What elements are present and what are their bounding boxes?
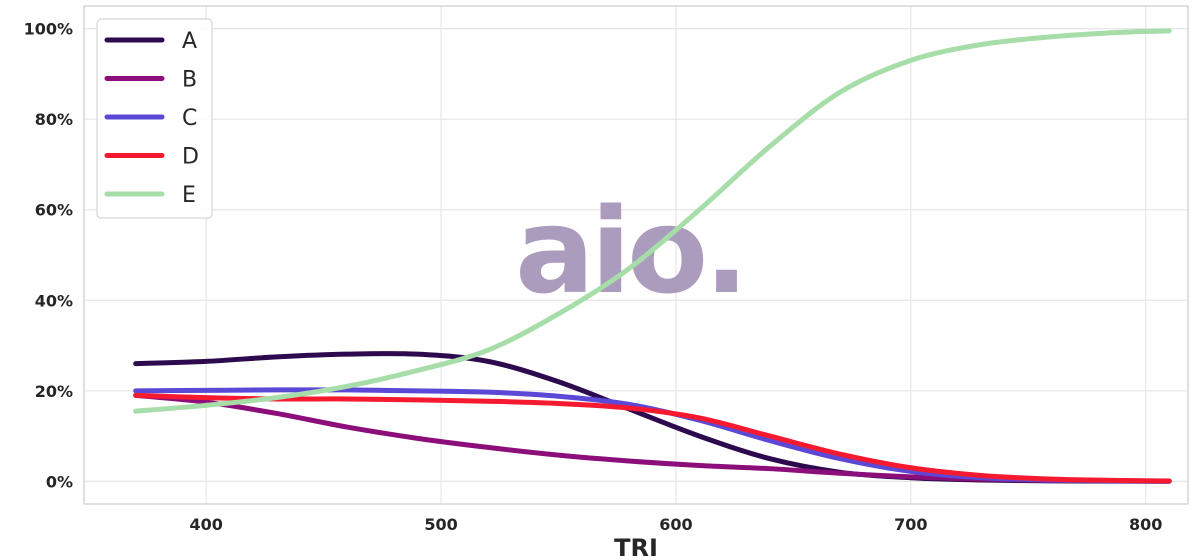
x-tick-label: 800 <box>1129 515 1162 534</box>
y-tick-label: 20% <box>35 382 73 401</box>
watermark-text: aio. <box>515 182 745 320</box>
series-line-c <box>133 387 1172 484</box>
legend-label-e: E <box>182 183 196 208</box>
y-tick-label: 100% <box>24 20 73 39</box>
series-line-e <box>133 28 1172 414</box>
plot-area-frame <box>83 5 1189 505</box>
x-tick-label: 700 <box>894 515 927 534</box>
legend-label-b: B <box>182 68 197 93</box>
y-tick-label: 60% <box>35 201 73 220</box>
y-tick-label: 40% <box>35 291 73 310</box>
y-tick-label: 0% <box>46 472 73 491</box>
series-line-d <box>133 392 1172 484</box>
legend-label-a: A <box>182 29 197 54</box>
x-tick-label: 600 <box>659 515 692 534</box>
y-tick-label: 80% <box>35 110 73 129</box>
x-axis-title: TRI <box>614 534 658 560</box>
legend-label-c: C <box>182 106 197 131</box>
series-lines <box>133 28 1172 484</box>
watermark: aio. <box>515 182 749 320</box>
x-tick-label: 400 <box>189 515 222 534</box>
legend-label-d: D <box>182 145 199 170</box>
y-tick-labels: 0% 20% 40% 60% 80% 100% <box>24 20 73 492</box>
x-tick-label: 500 <box>424 515 457 534</box>
x-tick-labels: 400 500 600 700 800 <box>189 515 1162 534</box>
